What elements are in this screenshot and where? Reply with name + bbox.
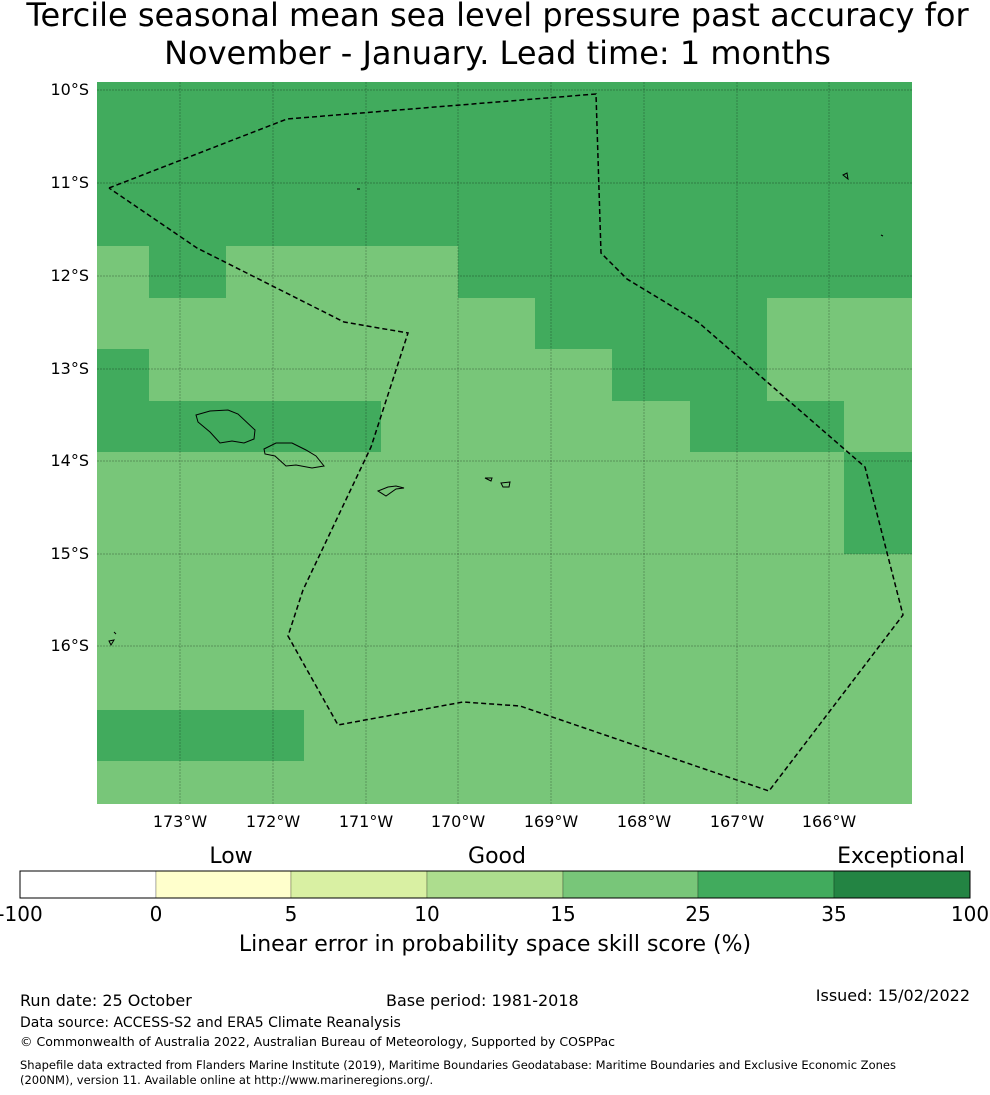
- copyright: © Commonwealth of Australia 2022, Austra…: [20, 1034, 615, 1049]
- base-period: Base period: 1981-2018: [386, 991, 579, 1010]
- island-tutuila: [376, 485, 405, 497]
- shapefile-credit-1: Shapefile data extracted from Flanders M…: [20, 1058, 896, 1072]
- lat-label: 15°S: [50, 544, 89, 563]
- colorbar-segment: [833, 870, 971, 899]
- lon-label: 171°W: [338, 812, 394, 831]
- lon-label: 170°W: [430, 812, 486, 831]
- run-date: Run date: 25 October: [20, 991, 192, 1010]
- colorbar-segment: [697, 870, 835, 899]
- island-swains: [108, 631, 117, 647]
- colorbar-tick: 5: [284, 902, 298, 926]
- lat-label: 12°S: [50, 266, 89, 285]
- colorbar-title: Linear error in probability space skill …: [238, 932, 752, 957]
- issued-date: Issued: 15/02/2022: [815, 986, 970, 1005]
- lon-label: 169°W: [523, 812, 579, 831]
- colorbar-tick: 15: [550, 902, 576, 926]
- lon-label: 167°W: [709, 812, 765, 831]
- colorbar-segment: [290, 870, 428, 899]
- colorbar-frame: [19, 870, 971, 899]
- map-title: Tercile seasonal mean sea level pressure…: [26, 0, 969, 72]
- colorbar-tick: 10: [414, 902, 440, 926]
- lat-label: 11°S: [50, 173, 89, 192]
- colorbar-segment: [155, 870, 292, 899]
- colorbar: [19, 870, 971, 899]
- skill-cell: [97, 82, 912, 246]
- shapefile-credit-2: (200NM), version 11. Available online at…: [20, 1073, 434, 1087]
- skill-cell: [458, 246, 912, 298]
- island-manua: [484, 477, 511, 488]
- lat-label: 10°S: [50, 80, 89, 99]
- colorbar-segment: [19, 870, 157, 899]
- lon-label: 173°W: [152, 812, 208, 831]
- colorbar-segment: [562, 870, 699, 899]
- colorbar-tick: 25: [685, 902, 711, 926]
- colorbar-tick: 35: [821, 902, 847, 926]
- colorbar-tick: 0: [149, 902, 163, 926]
- island-savaii: [195, 409, 256, 444]
- skill-cell: [612, 349, 767, 401]
- colorbar-segment: [426, 870, 564, 899]
- islands: [108, 172, 884, 647]
- skill-cell: [97, 401, 381, 452]
- eez-boundary: [108, 93, 904, 792]
- skill-cell: [535, 298, 767, 349]
- skill-cell: [149, 246, 226, 298]
- lat-label: 14°S: [50, 451, 89, 470]
- island-small: [357, 172, 884, 237]
- lon-label: 172°W: [245, 812, 301, 831]
- colorbar-tick: 100: [950, 902, 990, 926]
- colorbar-tick: -100: [0, 902, 43, 926]
- colorbar-label-good: Good: [468, 844, 526, 869]
- skill-cell: [97, 349, 149, 401]
- lon-label: 168°W: [616, 812, 672, 831]
- island-upolu: [263, 442, 325, 469]
- skill-cell: [844, 452, 912, 554]
- skill-cell: [690, 401, 844, 452]
- data-source: Data source: ACCESS-S2 and ERA5 Climate …: [20, 1015, 401, 1031]
- skill-cell: [97, 710, 304, 761]
- lat-label: 16°S: [50, 636, 89, 655]
- lon-label: 166°W: [801, 812, 857, 831]
- colorbar-label-low: Low: [209, 844, 253, 869]
- colorbar-label-exceptional: Exceptional: [837, 844, 965, 869]
- lat-label: 13°S: [50, 359, 89, 378]
